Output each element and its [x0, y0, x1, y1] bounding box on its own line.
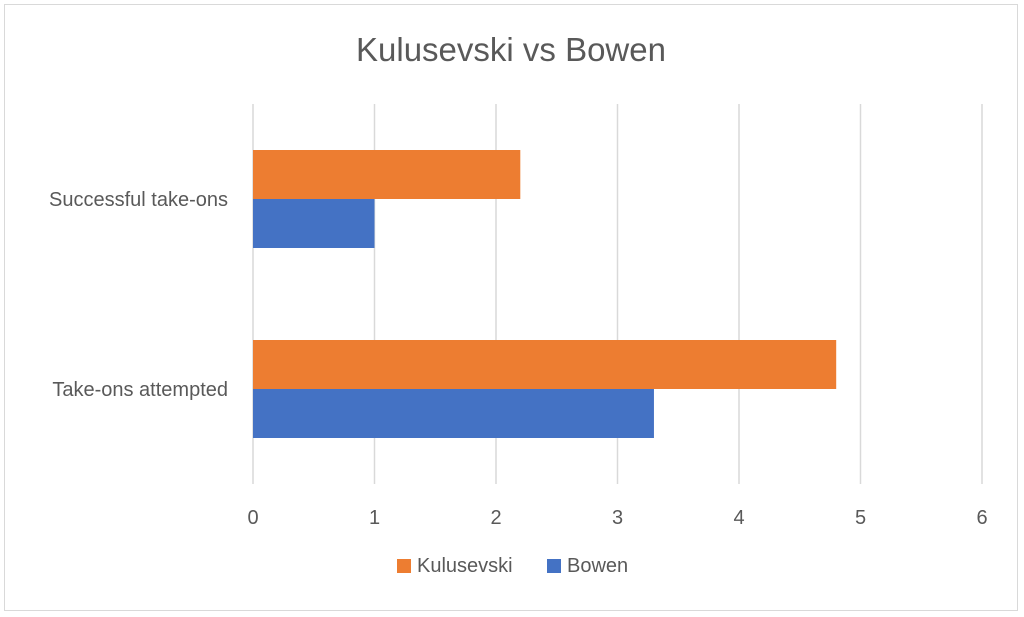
- legend-swatch: [547, 559, 561, 573]
- chart-area: Kulusevski vs Bowen: [4, 4, 1018, 611]
- x-tick-label: 2: [490, 507, 501, 529]
- x-tick-label: 6: [976, 507, 987, 529]
- x-tick-label: 5: [855, 507, 866, 529]
- x-tick-label: 1: [369, 507, 380, 529]
- x-tick-label: 4: [733, 507, 744, 529]
- category-label: Successful take-ons: [49, 189, 228, 211]
- bar: [253, 389, 654, 438]
- x-tick-label: 0: [247, 507, 258, 529]
- bar: [253, 150, 521, 199]
- legend-label: Bowen: [567, 555, 628, 577]
- legend-label: Kulusevski: [417, 555, 513, 577]
- bar: [253, 199, 375, 248]
- x-tick-label: 3: [612, 507, 623, 529]
- legend-swatch: [397, 559, 411, 573]
- chart-title: Kulusevski vs Bowen: [356, 31, 666, 68]
- category-label: Take-ons attempted: [52, 379, 228, 401]
- bar: [253, 340, 837, 389]
